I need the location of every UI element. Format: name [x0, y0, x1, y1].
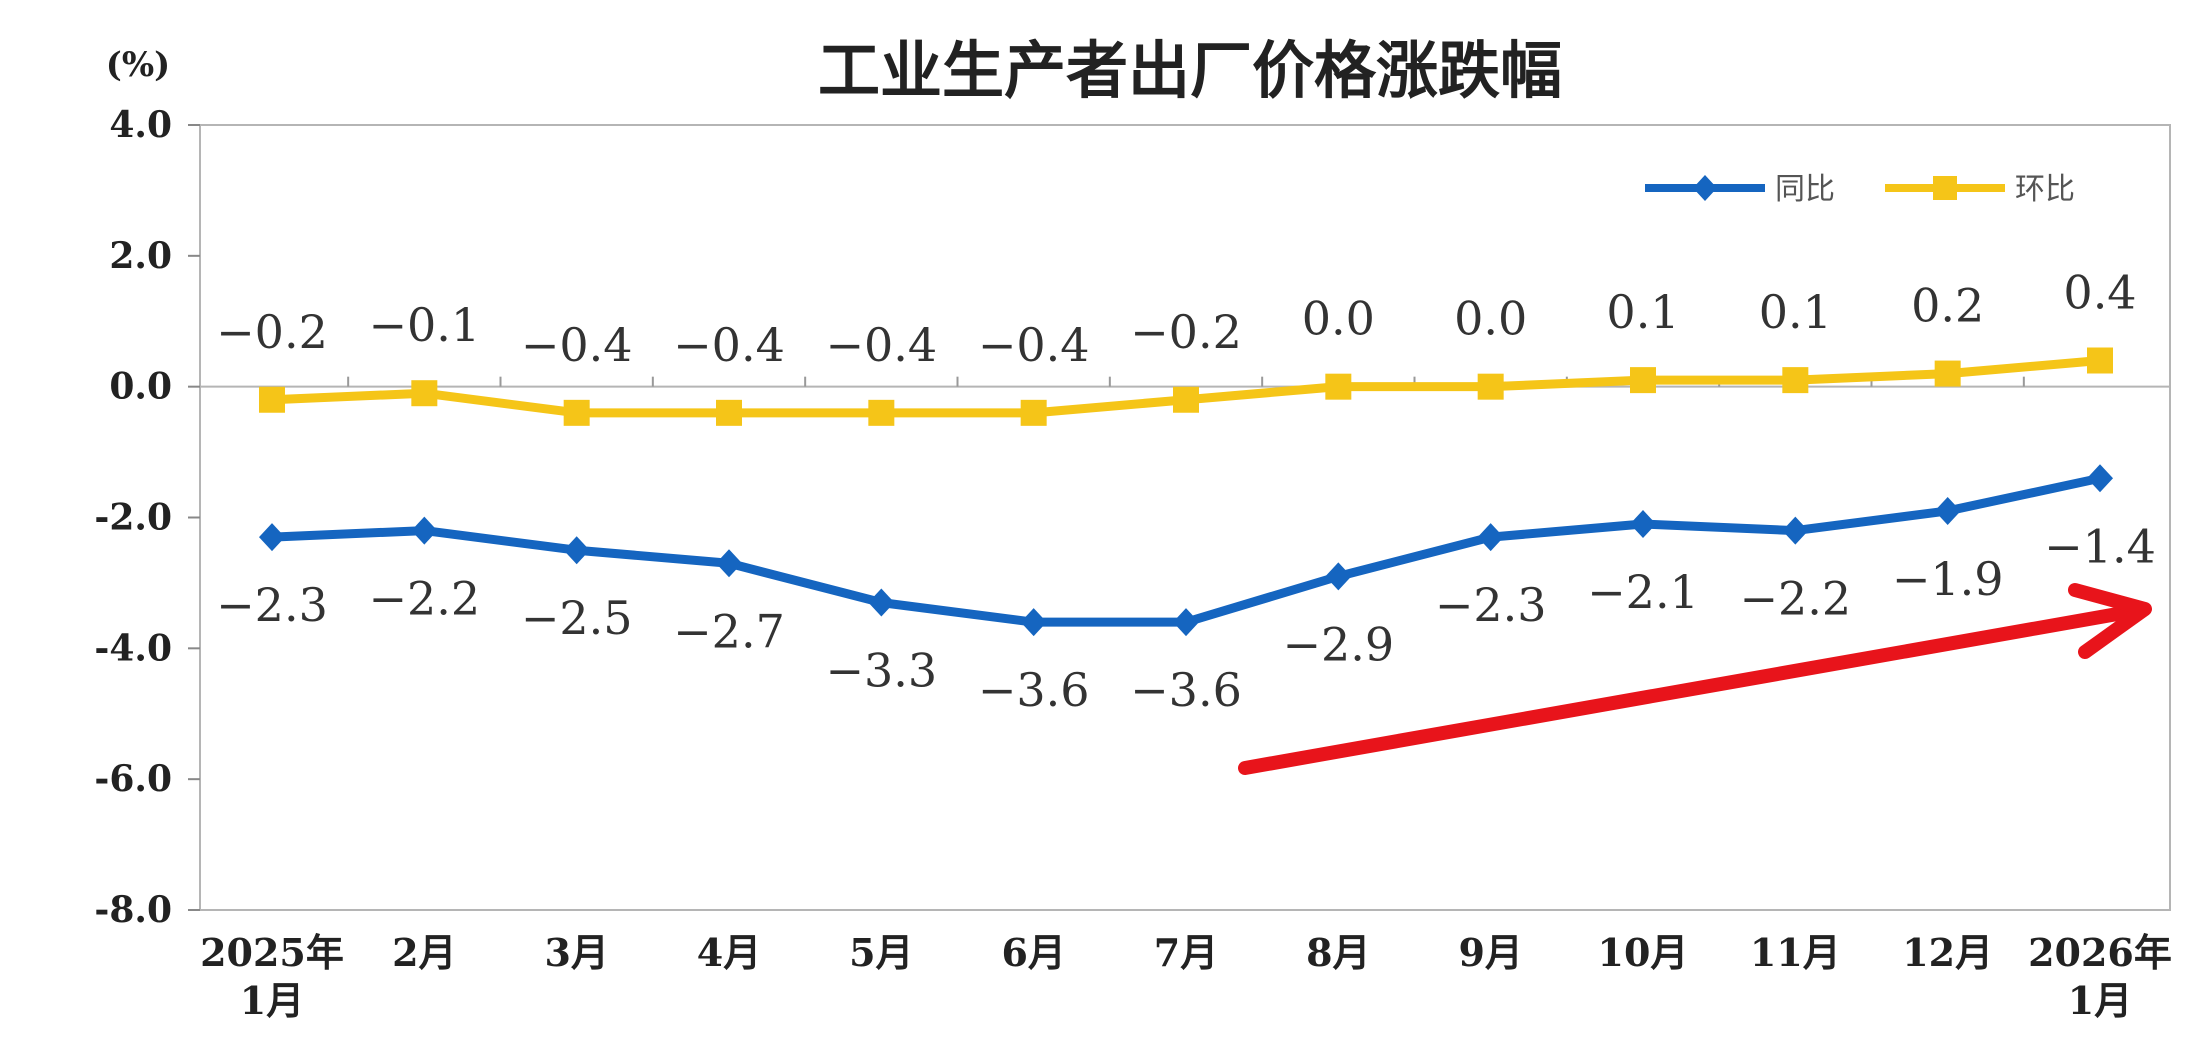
data-point-diamond [716, 549, 742, 578]
data-point-diamond [411, 516, 438, 545]
data-point-square [2087, 347, 2113, 374]
data-label-yoy: −2.1 [1587, 565, 1699, 619]
data-label-yoy: −2.5 [521, 591, 633, 645]
data-label-mom: 0.2 [1911, 279, 1984, 333]
data-label-yoy: −2.3 [1435, 578, 1547, 632]
y-tick-label: 0.0 [109, 366, 172, 408]
data-point-square [259, 386, 285, 413]
x-tick-label: 6月 [1001, 930, 1065, 975]
data-point-diamond [868, 588, 895, 617]
x-tick-label: 7月 [1154, 930, 1218, 975]
data-point-square [868, 399, 895, 426]
data-point-diamond [1630, 510, 1656, 539]
arrow-head [2068, 583, 2152, 659]
red-arrow-annotation [1238, 583, 2152, 775]
legend-label: 环比 [2015, 172, 2075, 207]
data-point-diamond [259, 523, 285, 552]
x-tick-label: 8月 [1306, 930, 1370, 975]
data-point-square [716, 399, 742, 426]
data-label-mom: −0.4 [978, 318, 1090, 372]
data-label-yoy: −3.3 [825, 644, 937, 698]
data-point-square [1782, 367, 1809, 394]
data-point-diamond [2087, 464, 2113, 493]
x-tick-label: 2月 [392, 930, 456, 975]
data-point-diamond [1325, 562, 1352, 591]
data-label-mom: −0.4 [825, 318, 937, 372]
series-layer [259, 347, 2113, 637]
data-label-mom: 0.0 [1302, 292, 1375, 346]
x-tick-label: 5月 [849, 930, 913, 975]
y-tick-label: -8.0 [94, 889, 172, 931]
x-tick-label: 3月 [544, 930, 608, 975]
x-tick-label: 1月 [240, 978, 304, 1023]
arrow-shaft [1238, 603, 2147, 775]
x-tick-label: 12月 [1902, 930, 1993, 975]
data-label-mom: 0.0 [1454, 292, 1527, 346]
y-tick-label: -2.0 [94, 497, 172, 539]
data-label-mom: 0.4 [2063, 266, 2136, 320]
data-labels: −2.3 −2.2 −2.5 −2.7 −3.3 −3.6 −3.6 −2.9 −2.3 −2.1… [216, 266, 2156, 718]
data-point-diamond [1782, 516, 1809, 545]
data-label-mom: −0.2 [216, 305, 328, 359]
data-label-yoy: −1.9 [1892, 552, 2004, 606]
data-label-yoy: −2.3 [216, 578, 328, 632]
data-point-diamond [563, 536, 590, 565]
data-point-square [1173, 386, 1199, 413]
data-label-yoy: −2.9 [1282, 617, 1394, 671]
data-label-yoy: −3.6 [978, 663, 1090, 717]
legend-marker-diamond [1693, 175, 1717, 201]
data-point-square [1020, 399, 1047, 426]
data-point-diamond [1477, 523, 1504, 552]
y-axis-unit: (%) [106, 45, 170, 85]
x-tick-label: 9月 [1458, 930, 1522, 975]
y-tick-label: -6.0 [94, 758, 172, 800]
data-point-square [1477, 373, 1504, 400]
data-point-square [563, 399, 590, 426]
data-point-square [411, 380, 438, 407]
y-tick-label: 4.0 [109, 104, 172, 146]
data-label-mom: −0.1 [368, 298, 480, 352]
data-label-mom: 0.1 [1759, 285, 1832, 339]
y-axis: 4.0 2.0 0.0 -2.0 -4.0 -6.0 -8.0 [94, 104, 2170, 931]
data-point-diamond [1020, 608, 1047, 637]
data-point-diamond [1934, 496, 1961, 525]
data-label-yoy: −3.6 [1130, 663, 1242, 717]
data-label-yoy: −2.2 [368, 572, 480, 626]
data-point-diamond [1173, 608, 1199, 637]
data-label-yoy: −2.2 [1739, 572, 1851, 626]
legend-marker-square [1933, 176, 1957, 200]
x-tick-label: 1月 [2068, 978, 2132, 1023]
y-tick-label: -4.0 [94, 627, 172, 669]
data-point-square [1934, 360, 1961, 387]
x-tick-label: 2026年 [2028, 930, 2172, 975]
x-tick-label: 4月 [697, 930, 761, 975]
data-label-mom: 0.1 [1606, 285, 1679, 339]
data-point-square [1630, 367, 1656, 394]
chart-title: 工业生产者出厂价格涨跌幅 [818, 34, 1562, 107]
data-label-yoy: −2.7 [673, 604, 785, 658]
data-point-square [1325, 373, 1352, 400]
data-label-yoy: −1.4 [2044, 519, 2156, 573]
data-label-mom: −0.4 [521, 318, 633, 372]
x-tick-label: 2025年 [200, 930, 344, 975]
x-tick-label: 10月 [1598, 930, 1689, 975]
legend: 同比 环比 [1645, 172, 2075, 207]
data-label-mom: −0.4 [673, 318, 785, 372]
y-tick-label: 2.0 [109, 235, 172, 277]
data-label-mom: −0.2 [1130, 305, 1242, 359]
x-tick-label: 11月 [1750, 930, 1841, 975]
legend-label: 同比 [1775, 172, 1835, 207]
